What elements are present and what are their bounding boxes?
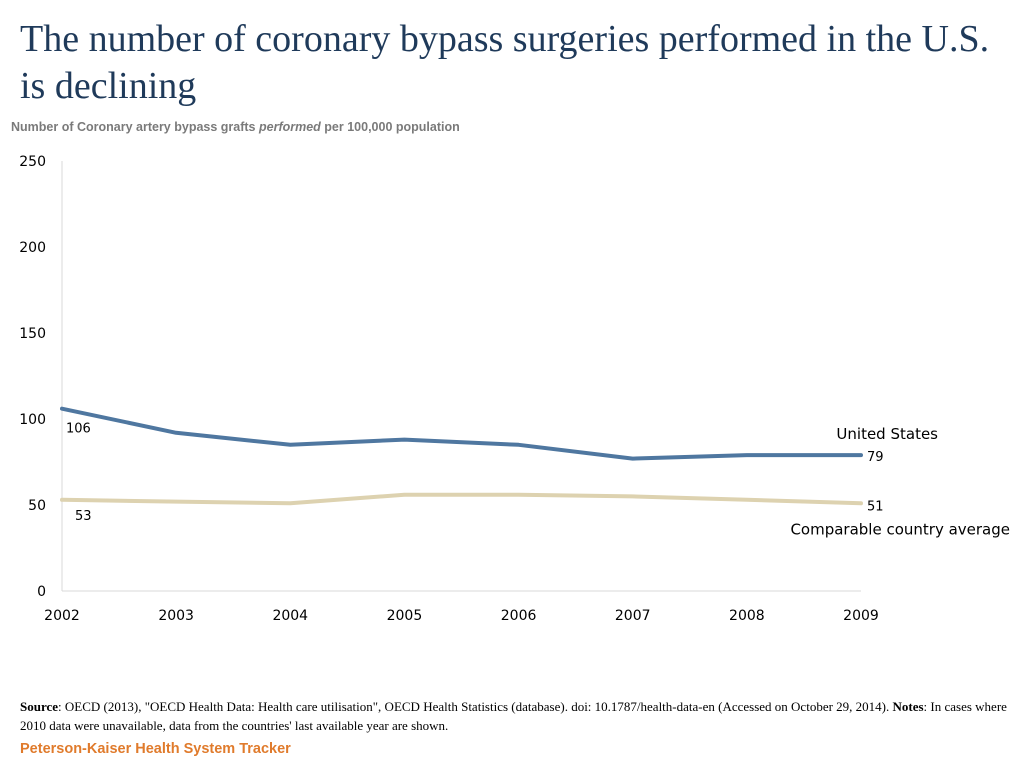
x-tick-label: 2003	[158, 608, 194, 624]
source-text: : OECD (2013), "OECD Health Data: Health…	[58, 699, 893, 714]
notes-text: : In cases where 2010 data were unavaila…	[20, 699, 1007, 733]
y-tick-label: 50	[28, 498, 46, 514]
x-tick-label: 2005	[387, 608, 423, 624]
y-tick-label: 250	[19, 154, 46, 170]
brand-name: Peterson-Kaiser Health System Tracker	[20, 741, 291, 757]
y-tick-label: 0	[37, 584, 46, 600]
us-series-label: United States	[836, 425, 938, 443]
notes-label: Notes	[892, 699, 924, 714]
x-tick-label: 2009	[843, 608, 879, 624]
x-tick-label: 2008	[729, 608, 765, 624]
y-tick-label: 150	[19, 326, 46, 342]
y-tick-label: 200	[19, 240, 46, 256]
line-chart: 0 50 100 150 200 250 2002 2003 2004 2005 2006 2007 2…	[19, 154, 1010, 624]
us-series-line	[60, 406, 863, 461]
subtitle-text-end: per 100,000 population	[320, 120, 460, 134]
subtitle-emphasis: performed	[259, 120, 321, 134]
source-label: Source	[20, 699, 59, 714]
source-footnote: Source: OECD (2013), "OECD Health Data: …	[20, 697, 1010, 735]
us-start-data-label: 106	[66, 422, 91, 437]
x-tick-label: 2004	[272, 608, 308, 624]
chart-title: The number of coronary bypass surgeries …	[20, 18, 990, 107]
comparable-start-data-label: 53	[75, 509, 92, 524]
subtitle-text-start: Number of Coronary artery bypass grafts	[11, 120, 259, 134]
y-tick-label: 100	[19, 412, 46, 428]
comparable-end-data-label: 51	[867, 499, 884, 514]
chart-subtitle: Number of Coronary artery bypass grafts …	[11, 120, 460, 134]
comparable-series-label: Comparable country average	[790, 520, 1010, 538]
us-end-data-label: 79	[867, 450, 884, 465]
x-tick-label: 2007	[615, 608, 651, 624]
x-tick-label: 2006	[501, 608, 537, 624]
x-tick-label: 2002	[44, 608, 80, 624]
comparable-series-line	[60, 492, 863, 506]
